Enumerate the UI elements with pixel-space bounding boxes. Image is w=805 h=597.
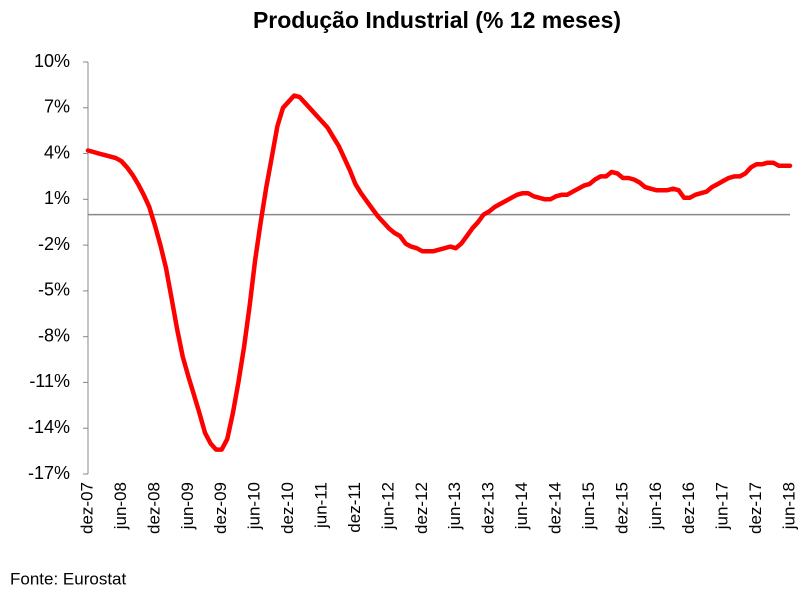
- data-line: [85, 93, 793, 452]
- source-note: Fonte: Eurostat: [10, 569, 127, 588]
- x-tick-label: dez-09: [211, 482, 230, 534]
- x-tick-label: jun-12: [378, 482, 397, 530]
- y-tick-label: 10%: [34, 51, 70, 71]
- y-tick-label: 4%: [44, 142, 70, 162]
- x-tick-label: dez-11: [345, 482, 364, 533]
- x-tick-label: jun-13: [445, 482, 464, 530]
- y-tick-label: -8%: [38, 325, 70, 345]
- x-tick-label: dez-14: [545, 482, 564, 534]
- chart-title: Produção Industrial (% 12 meses): [253, 7, 621, 33]
- x-tick-label: jun-11: [311, 482, 330, 529]
- x-tick-label: dez-10: [278, 482, 297, 534]
- x-tick-label: jun-08: [111, 482, 130, 530]
- y-tick-label: -11%: [29, 371, 70, 391]
- y-tick-label: -5%: [38, 280, 70, 300]
- y-tick-label: -14%: [28, 417, 70, 437]
- y-tick-label: 7%: [44, 97, 70, 117]
- x-tick-label: dez-13: [479, 482, 498, 534]
- x-tick-label: jun-09: [178, 482, 197, 530]
- y-tick-label: -17%: [28, 463, 70, 483]
- y-tick-label: 1%: [44, 188, 70, 208]
- x-tick-label: dez-08: [144, 482, 163, 534]
- y-tick-label: -2%: [38, 234, 70, 254]
- x-tick-label: jun-10: [245, 482, 264, 530]
- x-tick-label: jun-16: [646, 482, 665, 530]
- x-tick-label: jun-14: [512, 482, 531, 530]
- x-tick-label: dez-16: [679, 482, 698, 534]
- x-tick-label: dez-17: [746, 482, 765, 534]
- x-tick-label: jun-17: [713, 482, 732, 530]
- x-tick-label: jun-15: [579, 482, 598, 530]
- x-tick-label: dez-12: [412, 482, 431, 534]
- x-tick-label: dez-07: [77, 482, 96, 534]
- x-tick-label: dez-15: [612, 482, 631, 534]
- x-tick-label: jun-18: [779, 482, 798, 530]
